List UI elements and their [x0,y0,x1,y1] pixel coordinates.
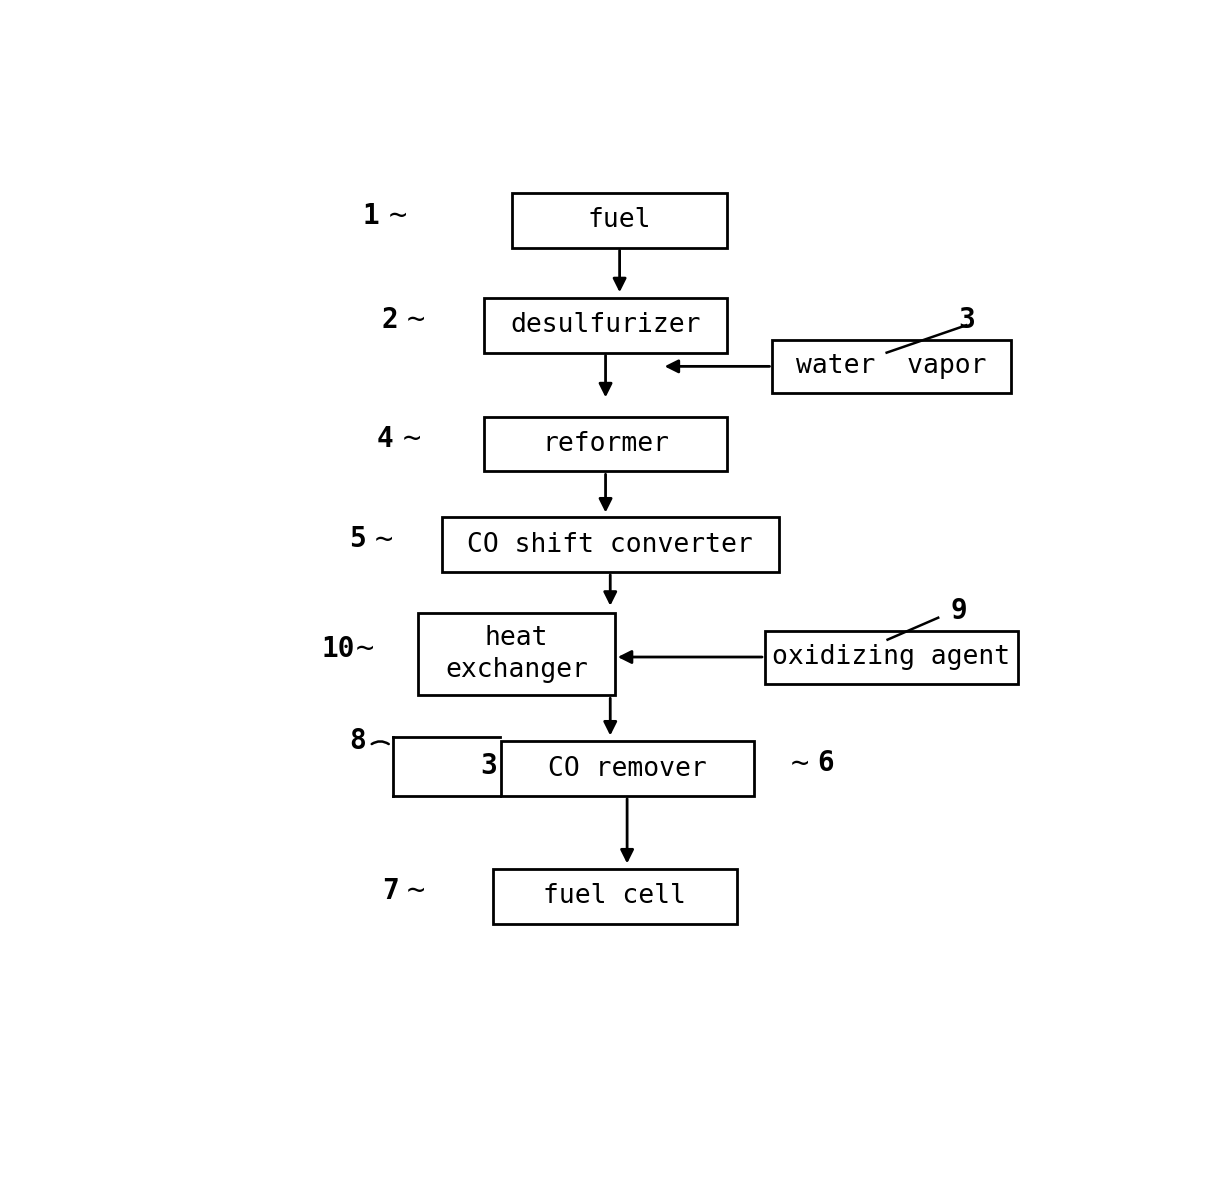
Text: 2: 2 [382,306,399,334]
Text: reformer: reformer [542,431,669,457]
Text: ~: ~ [791,749,809,777]
Text: CO shift converter: CO shift converter [468,532,753,558]
Bar [441,518,779,572]
Text: 3: 3 [958,306,974,334]
Text: fuel: fuel [588,207,652,233]
Bar [484,417,728,471]
Text: 5: 5 [349,525,365,553]
Text: ~: ~ [403,424,421,453]
Bar [511,192,728,248]
Text: 3: 3 [480,751,497,780]
Text: 7: 7 [382,877,399,904]
Bar [771,339,1011,393]
Text: ~: ~ [355,634,374,664]
Text: 4: 4 [377,425,394,452]
Bar [501,741,753,796]
Text: fuel cell: fuel cell [544,883,687,909]
Bar [493,869,736,923]
Text: desulfurizer: desulfurizer [510,312,701,338]
Text: CO remover: CO remover [548,755,706,781]
Bar [418,614,615,696]
Text: ~: ~ [388,201,406,230]
Text: ~: ~ [407,876,426,906]
Text: 9: 9 [950,597,967,626]
Text: heat
exchanger: heat exchanger [445,626,588,684]
Text: oxidizing agent: oxidizing agent [773,645,1011,669]
Bar [765,630,1018,684]
Text: 6: 6 [817,749,834,777]
Text: ~: ~ [407,305,426,335]
Bar [484,298,728,353]
Text: water  vapor: water vapor [796,354,987,380]
Text: 1: 1 [363,202,380,229]
Text: 10: 10 [322,635,355,662]
Text: 8: 8 [349,728,365,755]
Text: ~: ~ [375,525,393,553]
